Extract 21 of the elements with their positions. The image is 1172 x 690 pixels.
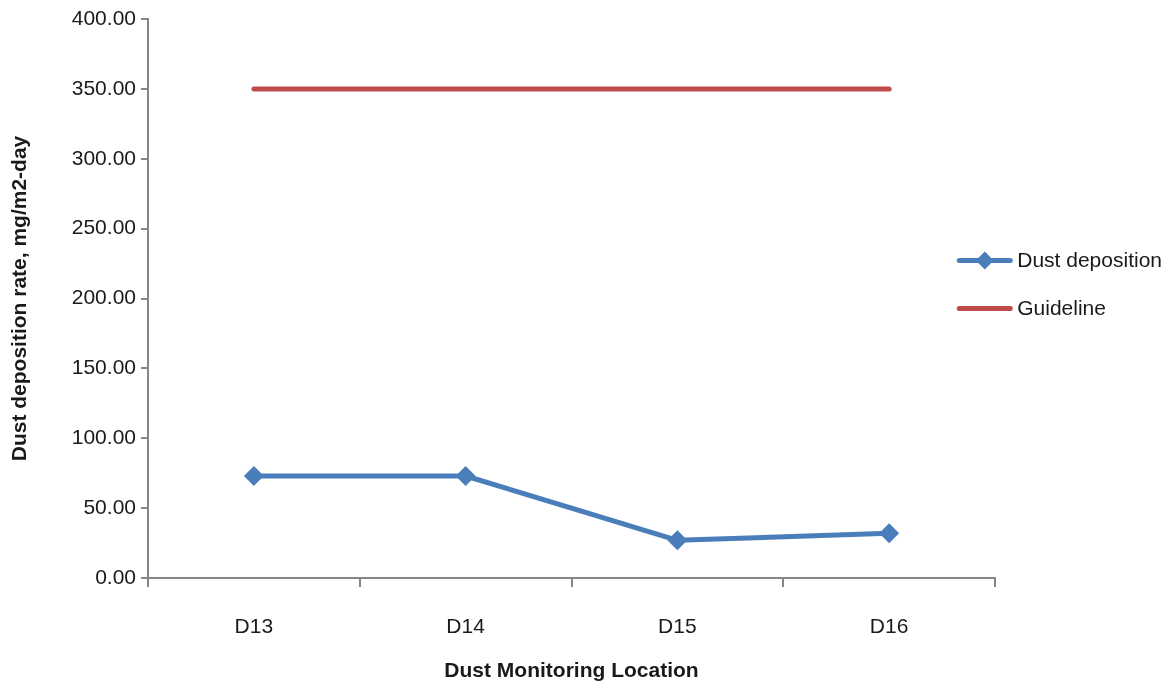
x-axis-title: Dust Monitoring Location xyxy=(444,658,699,682)
x-tick-label: D13 xyxy=(234,614,274,638)
point xyxy=(243,465,264,486)
y-tick-label: 250.00 xyxy=(71,215,136,239)
x-tick-label: D15 xyxy=(658,614,697,638)
y-tick-label: 400.00 xyxy=(71,5,136,29)
point xyxy=(879,523,900,544)
y-tick-label: 50.00 xyxy=(83,494,136,518)
y-tick-label: 150.00 xyxy=(71,355,136,379)
y-tick-label: 100.00 xyxy=(71,425,136,449)
legend-label: Dust deposition xyxy=(1017,248,1163,272)
x-tick-label: D14 xyxy=(446,614,486,638)
x-tick-label: D16 xyxy=(869,614,909,638)
y-tick-label: 200.00 xyxy=(71,285,136,309)
y-axis-title: Dust deposition rate, mg/m2-day xyxy=(7,135,31,462)
y-tick-label: 350.00 xyxy=(71,75,136,99)
y-tick-label: 0.00 xyxy=(95,564,136,588)
point xyxy=(667,530,688,551)
point xyxy=(455,465,476,486)
y-tick-label: 300.00 xyxy=(71,145,136,169)
legend-label: Guideline xyxy=(1017,296,1106,320)
